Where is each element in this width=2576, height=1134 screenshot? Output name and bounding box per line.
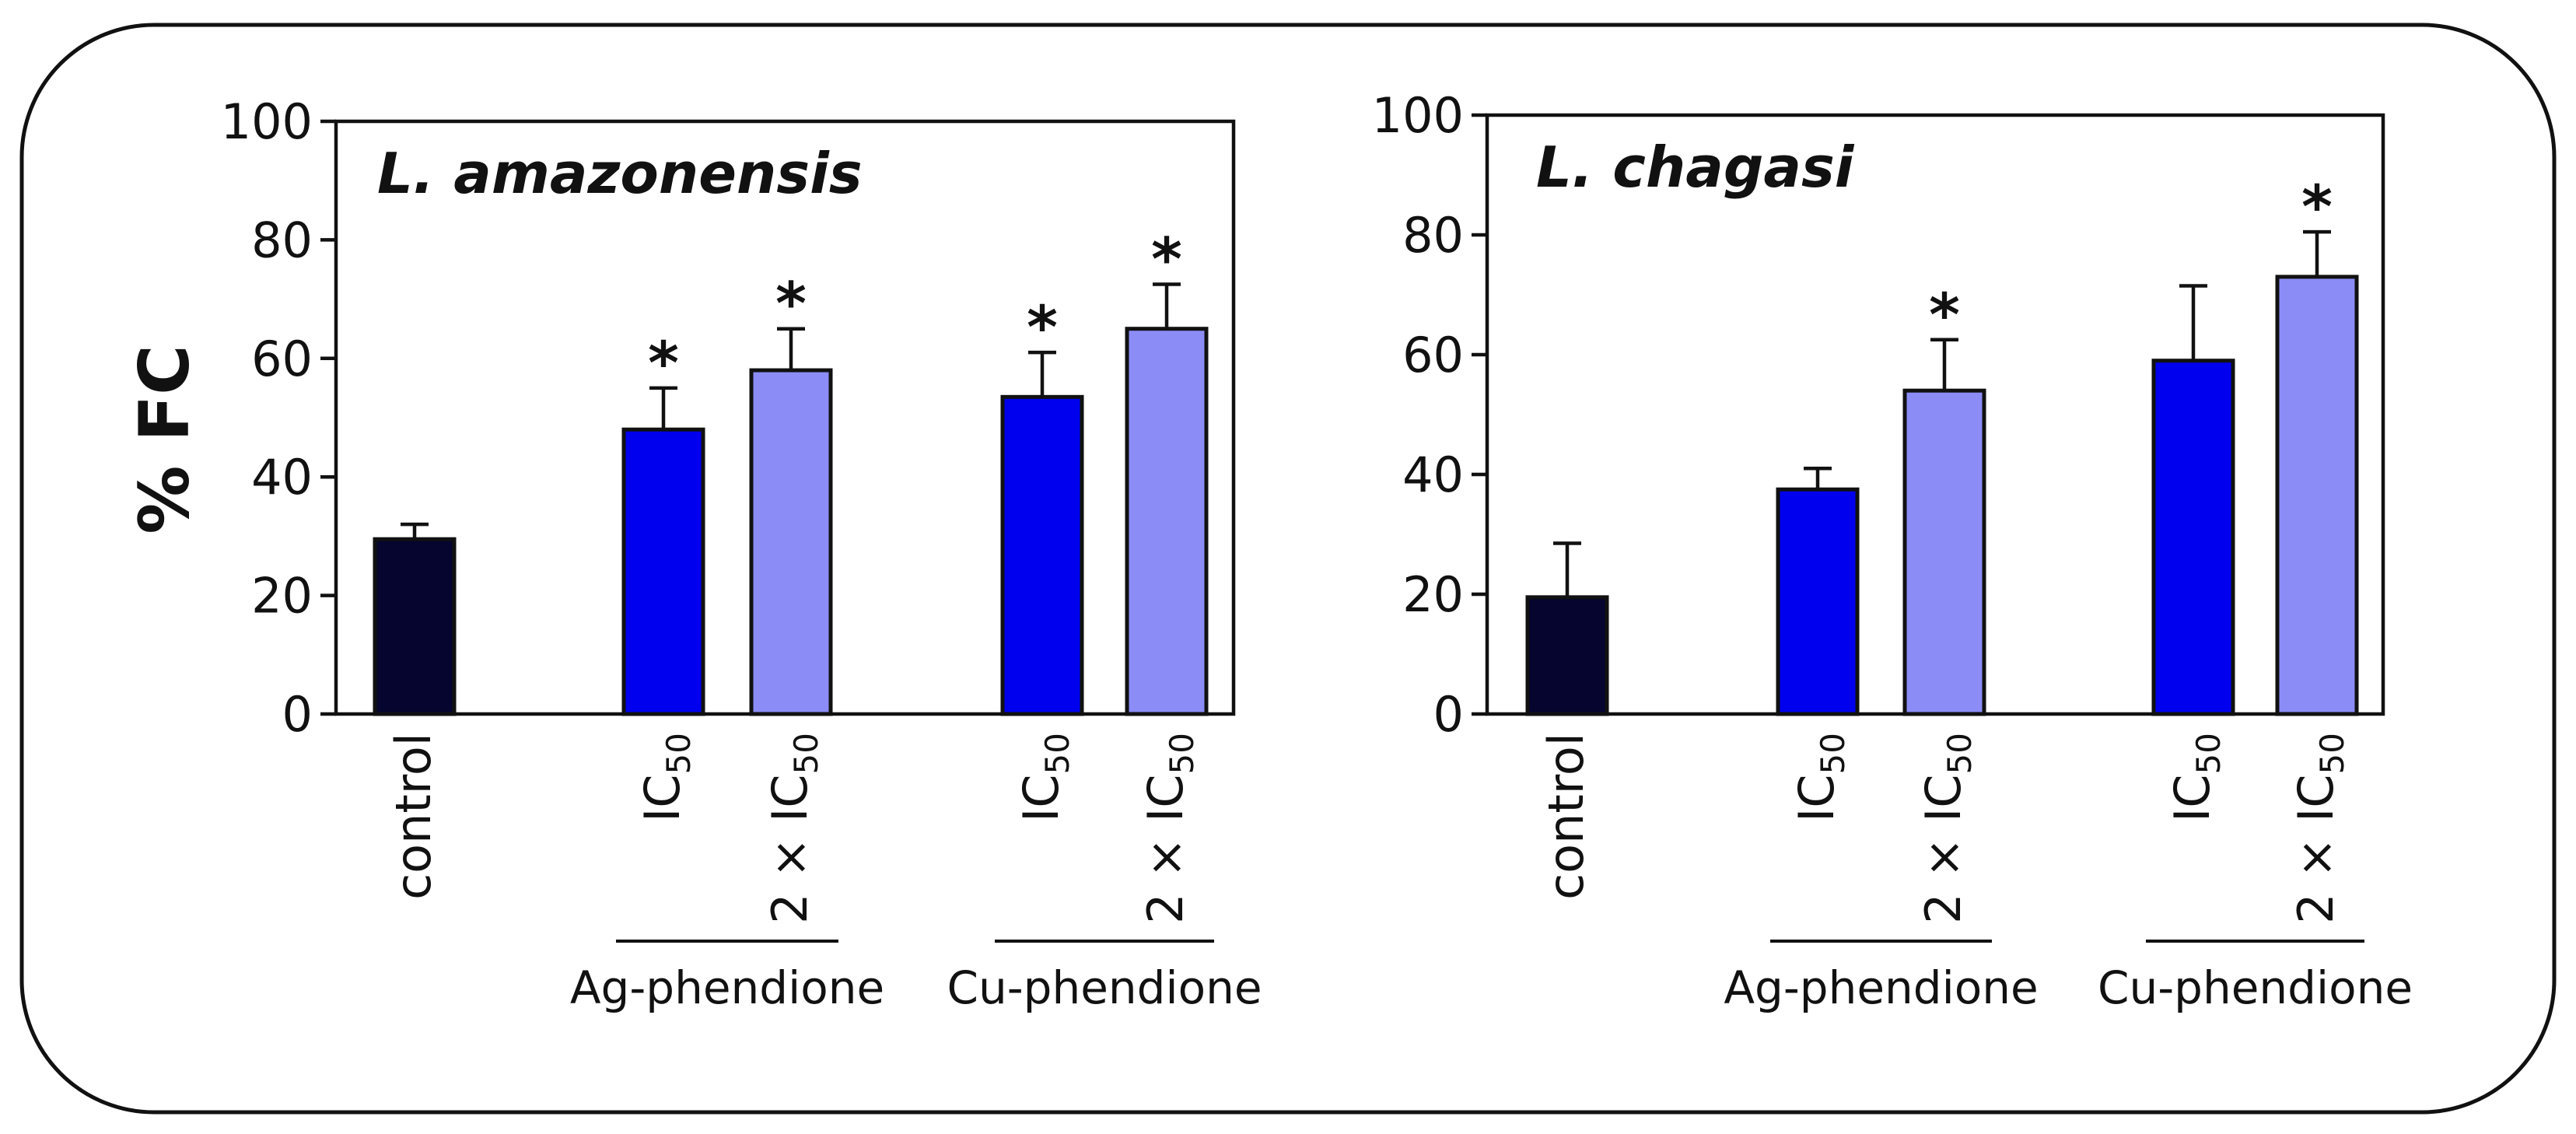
- category-label: IC50: [2164, 733, 2228, 822]
- y-tick-label: 40: [1402, 446, 1464, 503]
- significance-marker: *: [2301, 172, 2333, 241]
- chart-title: L. amazonensis: [377, 141, 863, 206]
- figure-frame: [19, 23, 2557, 1115]
- group-label: Ag-phendione: [570, 961, 884, 1014]
- bar-3: [749, 368, 833, 716]
- y-tick-label: 0: [282, 686, 313, 743]
- category-label: 2 × IC50: [1137, 733, 1201, 924]
- bar-1: [1525, 595, 1609, 716]
- bar-4: [1000, 394, 1084, 716]
- y-tick-label: 80: [251, 212, 313, 268]
- category-label: 2 × IC50: [1915, 733, 1979, 924]
- y-axis-label: % FC: [124, 345, 205, 534]
- y-tick-label: 0: [1433, 686, 1464, 743]
- category-label: IC50: [1788, 733, 1852, 822]
- chart-title: L. chagasi: [1536, 135, 1855, 200]
- category-label: control: [1538, 733, 1594, 900]
- significance-marker: *: [775, 269, 807, 338]
- y-tick-label: 40: [251, 449, 313, 506]
- y-tick-label: 80: [1402, 207, 1464, 264]
- y-tick-label: 20: [251, 568, 313, 625]
- category-label: IC50: [634, 733, 698, 822]
- category-label: control: [385, 733, 442, 900]
- bar-2: [621, 427, 705, 716]
- bar-3: [1902, 388, 1986, 716]
- y-tick-label: 20: [1402, 566, 1464, 623]
- group-label: Cu-phendione: [947, 961, 1262, 1014]
- significance-marker: *: [648, 328, 679, 397]
- chart-l-chagasi: 0 20 40 60 80 100 L. chagasi control IC50 * 2 × IC…: [1372, 87, 2413, 1014]
- category-label: 2 × IC50: [2287, 733, 2351, 924]
- bar-5: [2275, 275, 2359, 716]
- y-tick-label: 100: [221, 93, 313, 150]
- significance-marker: *: [1027, 292, 1058, 362]
- significance-marker: *: [1929, 280, 1960, 349]
- group-label: Cu-phendione: [2098, 961, 2413, 1014]
- bar-4: [2151, 359, 2235, 716]
- group-label: Ag-phendione: [1724, 961, 2038, 1014]
- y-tick-label: 100: [1372, 87, 1464, 144]
- category-label: IC50: [1013, 733, 1076, 822]
- y-tick-label: 60: [1402, 327, 1464, 383]
- bar-1: [373, 537, 457, 716]
- y-tick-label: 60: [251, 331, 313, 387]
- bar-5: [1125, 327, 1209, 716]
- bar-2: [1776, 487, 1860, 716]
- category-label: 2 × IC50: [761, 733, 825, 924]
- significance-marker: *: [1151, 225, 1182, 294]
- chart-l-amazonensis: 0 20 40 60 80 100 L. amazonensis control * IC50 * 2…: [221, 93, 1262, 1014]
